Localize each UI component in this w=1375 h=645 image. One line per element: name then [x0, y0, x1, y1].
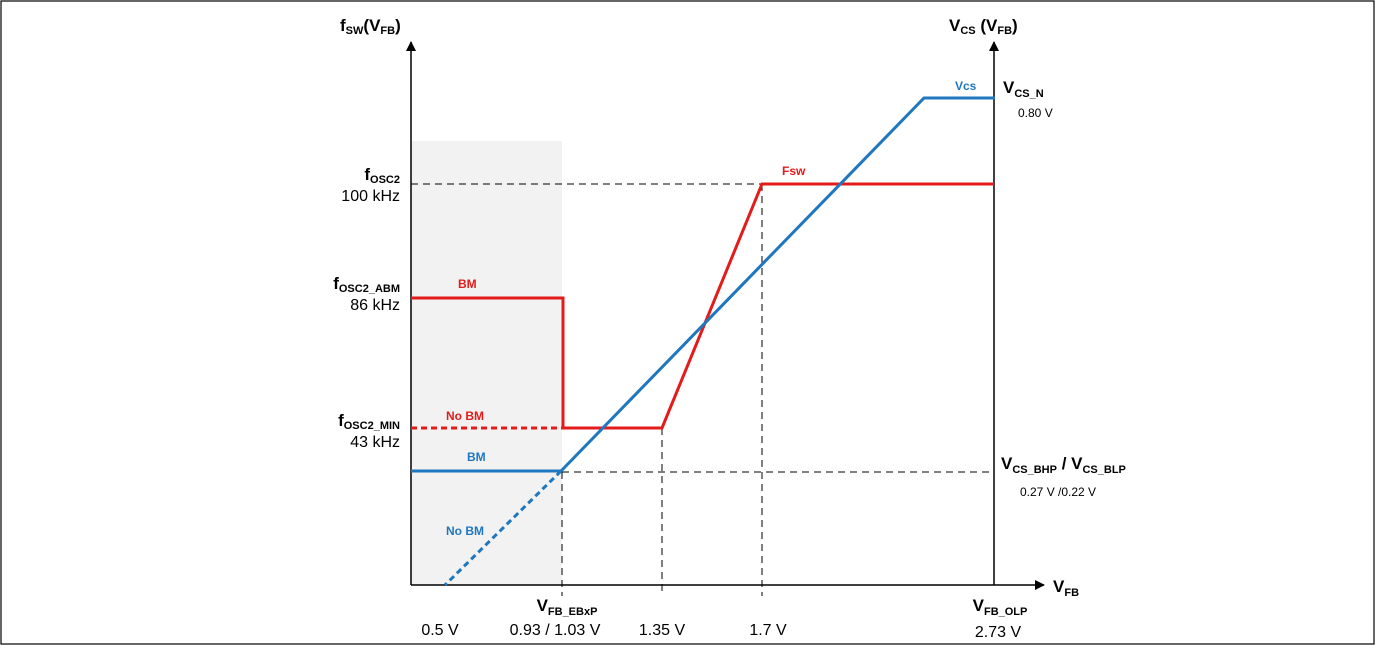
right-axis-title: VCS (VFB) — [949, 16, 1018, 37]
vfb-ebxp-value: 0.93 / 1.03 V — [510, 622, 601, 639]
vcs-bhp-value: 0.27 V /0.22 V — [1020, 485, 1096, 499]
fosc2-value: 100 kHz — [341, 188, 400, 205]
fosc2-label: fOSC2 — [364, 165, 400, 186]
vcs-bhp-label: VCS_BHP / VCS_BLP — [1001, 454, 1126, 476]
x-label-1-35v: 1.35 V — [639, 622, 686, 639]
x-label-1-7v: 1.7 V — [749, 622, 787, 639]
fosc2-min-label: fOSC2_MIN — [338, 411, 400, 432]
vfb-ebxp-label: VFB_EBxP — [537, 596, 598, 618]
fosc2-abm-value: 86 kHz — [350, 297, 400, 314]
fosc2-abm-label: fOSC2_ABM — [333, 274, 400, 295]
fosc2-min-value: 43 kHz — [350, 434, 400, 451]
vcs-curve-label: Vcs — [955, 79, 977, 93]
vfb-olp-label: VFB_OLP — [973, 596, 1028, 618]
no-bm-blue-label: No BM — [446, 524, 484, 538]
burst-region-shade — [411, 141, 562, 585]
vcs-n-label: VCS_N — [1003, 78, 1044, 100]
left-axis-title: fSW(VFB) — [340, 16, 401, 37]
bm-blue-label: BM — [467, 450, 486, 464]
fsw-curve — [411, 182, 994, 430]
x-label-0-5v: 0.5 V — [421, 622, 459, 639]
bm-red-label: BM — [458, 277, 477, 291]
vcs-curve — [411, 96, 995, 473]
vfb-olp-value: 2.73 V — [975, 624, 1022, 641]
no-bm-red-label: No BM — [446, 409, 484, 423]
x-axis-title: VFB — [1053, 577, 1079, 599]
fsw-curve-label: Fsw — [782, 164, 806, 178]
vcs-n-value: 0.80 V — [1018, 106, 1053, 120]
vcs-no-bm-dashed — [443, 469, 563, 587]
